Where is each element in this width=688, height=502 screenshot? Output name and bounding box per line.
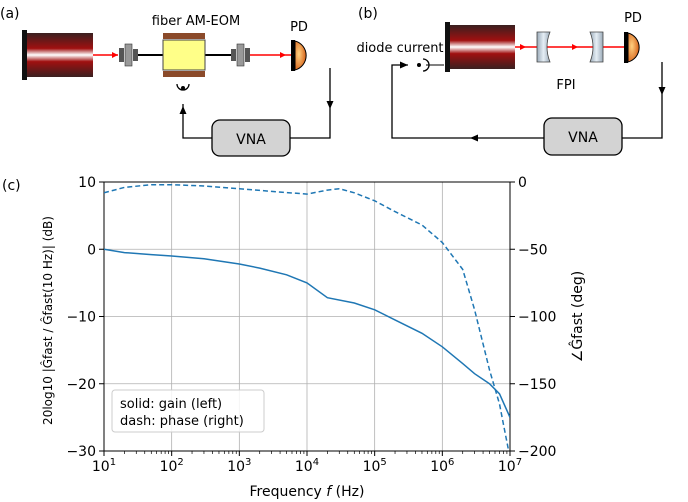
chart: 101 102 103 104 105 106 107−30−20−10010−200−15… xyxy=(40,175,586,500)
diode-current-label: diode current xyxy=(356,41,443,56)
fpi-mirror-left xyxy=(536,31,551,63)
pd-label-b: PD xyxy=(624,11,642,26)
photodetector-b xyxy=(624,32,640,63)
vna-box-a xyxy=(211,119,291,157)
x-tick-label: 106 xyxy=(430,457,454,475)
legend-entry-solid: solid: gain (left) xyxy=(120,397,222,412)
x-tick-label: 107 xyxy=(498,457,522,475)
y-right-tick-label: −50 xyxy=(518,242,548,258)
wire-vna-to-diode-b xyxy=(391,64,544,139)
y-right-tick-label: −100 xyxy=(518,310,556,326)
beam-arrow-a2 xyxy=(280,52,286,58)
wire-pd-to-vna-b xyxy=(622,62,663,139)
eom-label: fiber AM-EOM xyxy=(152,14,240,29)
y-left-tick-label: −10 xyxy=(66,310,96,326)
y-left-tick-label: −30 xyxy=(66,444,96,460)
eom-modulator xyxy=(162,33,206,77)
fpi-label: FPI xyxy=(556,78,575,93)
pd-label-a: PD xyxy=(290,20,308,35)
x-tick-label: 102 xyxy=(160,457,184,475)
x-tick-label: 101 xyxy=(92,457,116,475)
panel-a: (a) fiber AM-EOM PD xyxy=(0,6,334,157)
y-left-tick-label: 0 xyxy=(87,242,96,258)
legend-entry-dash: dash: phase (right) xyxy=(120,414,244,429)
photodetector-a xyxy=(291,40,307,71)
y-left-tick-label: 10 xyxy=(78,175,96,191)
vna-label-a: VNA xyxy=(236,132,266,148)
x-tick-label: 105 xyxy=(363,457,387,475)
legend: solid: gain (left) dash: phase (right) xyxy=(111,389,265,433)
x-tick-label: 103 xyxy=(227,457,251,475)
panel-c: (c) 101 102 103 104 105 106 107−30−20−10010−20… xyxy=(2,175,586,500)
y-left-axis-label: 20log10 |Ĝfast / Ĝfast(10 Hz)| (dB) xyxy=(40,216,55,425)
y-left-tick-label: −20 xyxy=(66,377,96,393)
panel-a-label: (a) xyxy=(0,6,20,22)
legend-box xyxy=(111,389,265,433)
wire-vna-to-eom-a xyxy=(182,104,212,139)
panel-b: (b) PD diode current FPI VNA xyxy=(356,6,666,156)
fiber-connector-right xyxy=(231,43,250,67)
series-line-gain xyxy=(104,248,510,418)
y-right-axis-label: ∠Ĝfast (deg) xyxy=(568,271,586,362)
panel-b-label: (b) xyxy=(358,6,378,22)
panel-c-label: (c) xyxy=(2,178,21,194)
x-axis-label: Frequency f (Hz) xyxy=(250,484,365,500)
vna-box-b xyxy=(543,117,623,156)
y-right-tick-label: 0 xyxy=(518,175,527,191)
beam-arrow-a1 xyxy=(112,52,118,58)
series-line-phase xyxy=(104,183,510,451)
vna-label-b: VNA xyxy=(568,130,598,146)
fiber-connector-left xyxy=(119,43,138,67)
wire-pd-to-vna-a xyxy=(290,68,331,139)
fpi-mirror-right xyxy=(589,31,604,63)
laser-source-a xyxy=(22,30,93,80)
y-right-tick-label: −150 xyxy=(518,377,556,393)
beam-arrow-b xyxy=(572,44,578,50)
x-tick-label: 104 xyxy=(295,457,319,475)
laser-source-b xyxy=(445,22,515,72)
y-right-tick-label: −200 xyxy=(518,444,556,460)
